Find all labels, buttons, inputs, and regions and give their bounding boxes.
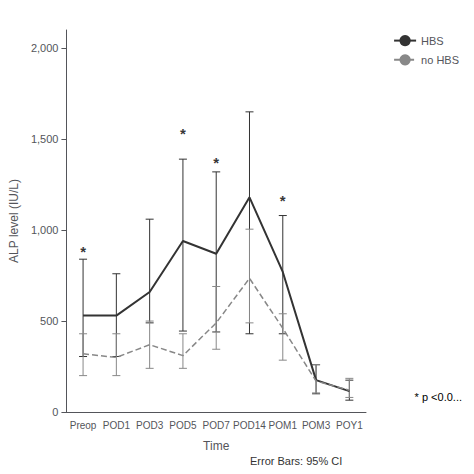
svg-text:* p <0.0...: * p <0.0... <box>415 391 462 403</box>
svg-text:500: 500 <box>40 315 58 327</box>
svg-text:*: * <box>280 192 286 209</box>
svg-text:2,000: 2,000 <box>31 42 59 54</box>
svg-text:POD3: POD3 <box>136 420 164 431</box>
svg-text:POD14: POD14 <box>233 420 266 431</box>
svg-text:0: 0 <box>52 406 58 418</box>
svg-text:HBS: HBS <box>421 35 444 47</box>
svg-text:POD7: POD7 <box>203 420 231 431</box>
svg-text:POD5: POD5 <box>169 420 197 431</box>
svg-text:POD1: POD1 <box>103 420 131 431</box>
svg-text:Preop: Preop <box>70 420 97 431</box>
svg-text:*: * <box>213 154 219 171</box>
svg-text:*: * <box>80 243 86 260</box>
svg-text:Time: Time <box>203 439 230 453</box>
svg-text:POM3: POM3 <box>302 420 331 431</box>
svg-text:*: * <box>180 125 186 142</box>
svg-text:1,000: 1,000 <box>31 224 59 236</box>
svg-text:Error Bars: 95% CI: Error Bars: 95% CI <box>250 455 342 467</box>
svg-text:1,500: 1,500 <box>31 133 59 145</box>
svg-text:POY1: POY1 <box>336 420 363 431</box>
svg-text:POM1: POM1 <box>269 420 298 431</box>
svg-text:no HBS: no HBS <box>421 54 459 66</box>
svg-text:ALP level (IU/L): ALP level (IU/L) <box>7 179 21 263</box>
